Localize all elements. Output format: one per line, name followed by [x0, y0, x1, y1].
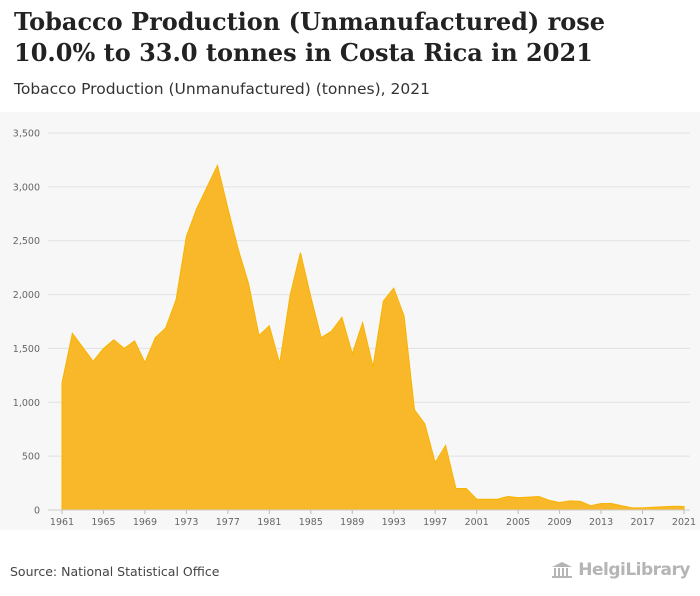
- x-tick-label: 2017: [630, 517, 654, 528]
- y-tick-label: 3,000: [13, 182, 40, 193]
- y-tick-label: 1,500: [13, 344, 40, 355]
- x-tick-label: 1993: [382, 517, 406, 528]
- y-tick-label: 500: [22, 452, 40, 463]
- y-axis-ticks: 0 500 1,000 1,500 2,000 2,500 3,000 3,500: [13, 129, 40, 517]
- x-tick-label: 1977: [216, 517, 240, 528]
- brand-name: HelgiLibrary: [578, 560, 690, 580]
- x-tick-label: 2021: [672, 517, 696, 528]
- y-tick-label: 2,000: [13, 290, 40, 301]
- x-tick-label: 1989: [340, 517, 364, 528]
- x-tick-label: 1985: [299, 517, 323, 528]
- x-tick-label: 2009: [548, 517, 572, 528]
- y-tick-label: 0: [34, 506, 40, 517]
- x-tick-label: 1965: [91, 517, 115, 528]
- x-tick-label: 1997: [423, 517, 447, 528]
- source-note: Source: National Statistical Office: [10, 564, 220, 579]
- chart-subtitle: Tobacco Production (Unmanufactured) (ton…: [14, 80, 430, 98]
- x-tick-label: 2005: [506, 517, 530, 528]
- y-tick-label: 3,500: [13, 129, 40, 140]
- y-tick-label: 1,000: [13, 398, 40, 409]
- x-tick-label: 1981: [257, 517, 281, 528]
- x-tick-label: 1961: [50, 517, 74, 528]
- x-axis-ticks: 1961 1965 1969 1973 1977 1981 1985 1989 1993 1997…: [48, 509, 696, 528]
- x-tick-label: 2001: [465, 517, 489, 528]
- chart-title: Tobacco Production (Unmanufactured) rose…: [14, 7, 606, 67]
- brand-logo: HelgiLibrary: [550, 560, 690, 580]
- x-tick-label: 1973: [174, 517, 198, 528]
- area-fill: [61, 163, 685, 511]
- x-tick-label: 2013: [589, 517, 613, 528]
- y-tick-label: 2,500: [13, 236, 40, 247]
- area-series: [61, 163, 685, 511]
- library-building-icon: [552, 562, 573, 578]
- x-tick-label: 1969: [133, 517, 157, 528]
